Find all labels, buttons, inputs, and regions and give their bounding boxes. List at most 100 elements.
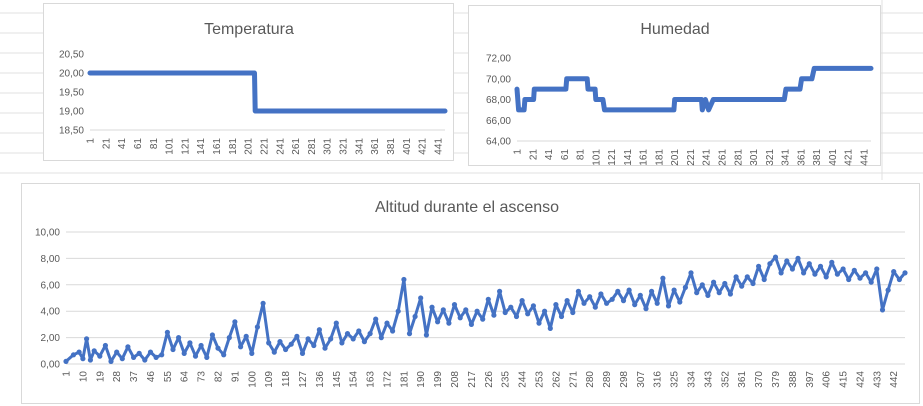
series-group [514,65,874,113]
altitude-chart[interactable]: Altitud durante el ascenso 10,00 8,00 6,00… [21,183,920,404]
chart-title: Temperatura [204,21,294,38]
x-tick-label: 289 [602,371,613,388]
x-tick-label: 81 [576,149,587,161]
y-tick-label: 70,00 [486,74,511,85]
data-point [564,298,570,304]
x-tick-label: 421 [418,138,429,155]
x-tick-label: 190 [416,371,427,388]
x-axis-ticks: 1 21 41 61 81 101 121 141 161 181 201 221 241 261 281 3… [86,138,445,155]
data-point [84,336,90,342]
data-point [356,328,362,334]
x-tick-label: 201 [670,149,681,166]
x-tick-label: 401 [402,138,413,155]
x-tick-label: 81 [149,138,160,150]
x-tick-label: 321 [339,138,350,155]
x-tick-label: 28 [112,371,123,383]
x-tick-label: 379 [771,371,782,388]
x-tick-label: 298 [619,371,630,388]
data-point [772,254,779,260]
x-tick-label: 401 [828,149,839,166]
x-tick-label: 217 [467,371,478,388]
humidity-chart[interactable]: Humedad 72,00 70,00 68,00 66,00 64,00 1 21 41 6… [468,5,881,166]
y-tick-label: 20,00 [59,69,84,80]
data-point [817,263,824,269]
x-tick-label: 55 [163,371,174,383]
x-tick-label: 397 [805,371,816,388]
x-tick-label: 361 [370,138,381,155]
data-point [508,304,514,310]
data-point [474,308,480,314]
data-point [694,290,700,296]
data-point [547,325,553,331]
data-point [587,294,593,300]
x-tick-label: 370 [754,371,765,388]
data-point [63,358,69,364]
x-tick-label: 10 [78,371,89,383]
data-point [322,345,328,351]
x-tick-label: 154 [349,371,360,388]
x-tick-label: 235 [501,371,512,388]
data-point [497,288,503,294]
data-point [795,255,801,261]
x-tick-label: 221 [686,149,697,166]
data-point [373,316,379,322]
data-point [311,342,317,349]
data-point [429,304,435,310]
data-point [542,308,548,314]
x-tick-label: 1 [62,371,73,377]
data-point [260,300,266,306]
data-point [711,279,717,285]
data-point [367,331,373,337]
y-axis-ticks: 20,50 20,00 19,50 19,00 18,50 [59,50,84,137]
data-point [688,270,694,276]
data-point [187,340,193,346]
x-tick-label: 181 [399,371,410,388]
data-point [530,303,536,309]
y-tick-label: 19,50 [59,88,84,99]
data-point [125,344,131,350]
data-point [502,309,508,316]
data-point [204,354,210,360]
data-point [525,311,531,317]
x-tick-label: 262 [551,371,562,388]
data-point [722,280,728,287]
x-tick-label: 208 [450,371,461,388]
x-tick-label: 121 [607,149,618,166]
x-tick-label: 41 [117,138,128,150]
x-tick-label: 226 [484,371,495,388]
x-tick-label: 325 [670,371,681,388]
x-tick-label: 141 [196,138,207,155]
y-tick-label: 20,50 [59,50,84,61]
data-point [170,346,176,353]
series-line [514,65,874,113]
x-tick-label: 341 [781,149,792,166]
x-tick-label: 136 [315,371,326,388]
data-point [243,333,249,339]
data-point [575,288,582,294]
data-point [266,340,272,346]
data-point [846,276,852,283]
data-point [840,266,846,272]
x-tick-label: 1 [513,149,524,155]
data-point [632,302,638,308]
data-point [451,302,458,308]
data-point [159,352,165,358]
data-point [238,344,244,350]
data-point [491,312,497,318]
data-point [328,336,334,342]
y-tick-label: 4,00 [41,307,61,318]
data-point [620,298,627,304]
series-group [87,70,448,114]
x-tick-label: 41 [544,149,555,161]
data-point [778,270,784,276]
data-point [333,320,339,326]
data-point [823,274,829,280]
x-tick-label: 46 [146,371,157,383]
x-tick-label: 100 [247,371,258,388]
data-point [305,336,311,342]
x-tick-label: 334 [687,371,698,388]
data-point [209,332,215,338]
x-tick-label: 21 [528,149,539,161]
